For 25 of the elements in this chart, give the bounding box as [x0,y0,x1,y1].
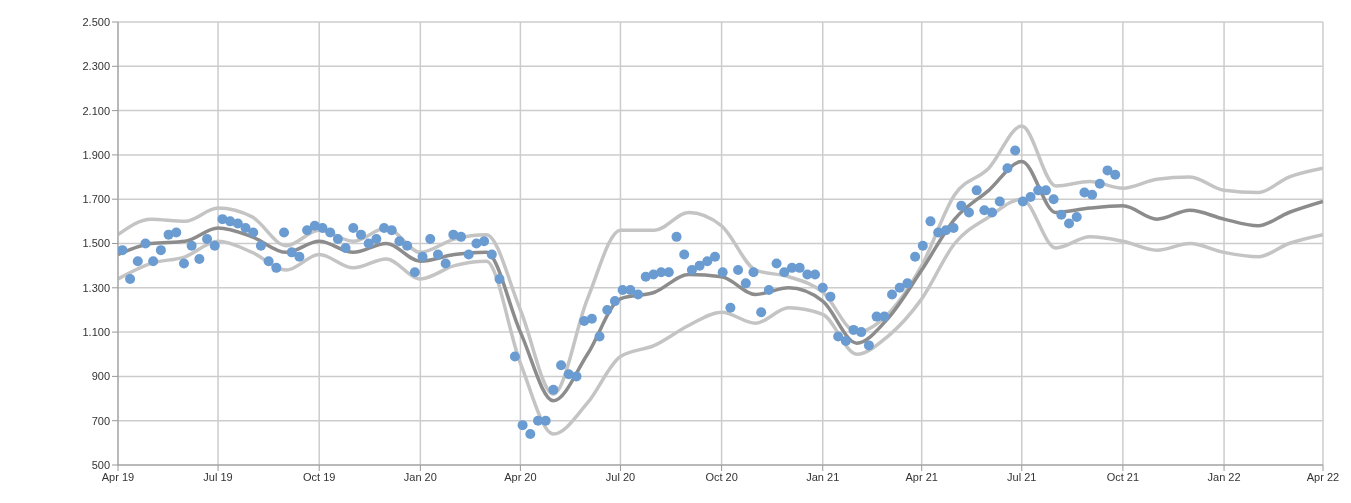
y-tick-label: 1.500 [82,237,110,250]
x-tick-label: Apr 22 [1306,470,1340,483]
x-tick-label: Jul 21 [1007,470,1037,483]
y-tick-label: 2.500 [82,15,110,28]
x-tick-label: Apr 21 [905,470,938,483]
x-tick-label: Oct 19 [303,470,336,483]
y-tick-label: 1.100 [82,326,110,339]
x-tick-label: Oct 21 [1106,470,1140,483]
x-tick-label: Jan 22 [1207,470,1241,483]
y-tick-label: 500 [91,458,110,471]
x-tick-label: Jul 19 [203,470,233,483]
x-tick-label: Jan 21 [806,470,840,483]
y-tick-label: 2.100 [82,104,110,117]
x-tick-label: Jul 20 [605,470,636,483]
y-tick-label: 1.700 [82,193,110,206]
y-tick-label: 1.900 [82,148,110,161]
line-series [118,159,1323,403]
x-tick-label: Jan 20 [403,470,437,483]
y-tick-label: 2.300 [82,60,110,73]
y-tick-label: 700 [91,414,110,427]
x-tick-label: Apr 19 [101,470,135,483]
y-tick-label: 1.300 [82,281,110,294]
y-tick-label: 900 [91,370,110,383]
x-tick-label: Apr 20 [504,470,537,483]
x-tick-label: Oct 20 [705,470,738,483]
